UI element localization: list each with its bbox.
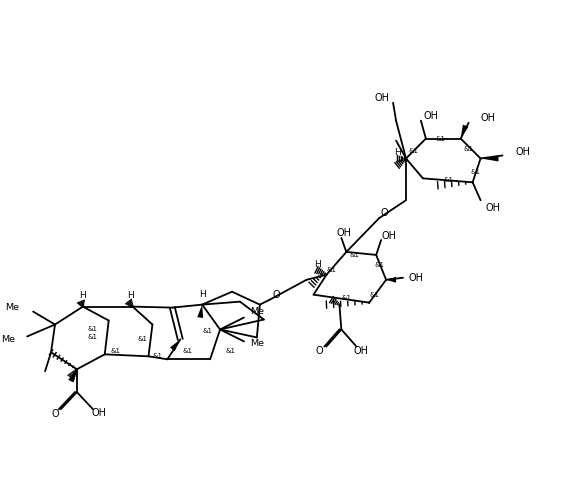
Text: H: H	[127, 291, 134, 300]
Text: &1: &1	[327, 267, 336, 273]
Text: O: O	[51, 409, 59, 419]
Polygon shape	[386, 277, 396, 283]
Polygon shape	[461, 125, 468, 139]
Text: OH: OH	[486, 203, 500, 213]
Text: OH: OH	[354, 347, 369, 357]
Text: &1: &1	[409, 148, 419, 153]
Text: &1: &1	[471, 169, 481, 175]
Text: OH: OH	[382, 231, 397, 241]
Text: &1: &1	[464, 145, 474, 152]
Text: &1: &1	[369, 292, 379, 298]
Text: &1: &1	[436, 136, 446, 141]
Text: Me: Me	[250, 307, 264, 316]
Polygon shape	[197, 304, 203, 318]
Polygon shape	[68, 369, 77, 382]
Text: &1: &1	[88, 326, 98, 333]
Text: &1: &1	[152, 353, 163, 359]
Polygon shape	[170, 339, 180, 351]
Text: OH: OH	[424, 111, 439, 121]
Text: &1: &1	[444, 177, 454, 184]
Text: OH: OH	[337, 228, 352, 238]
Text: OH: OH	[515, 148, 530, 157]
Text: O: O	[273, 290, 281, 300]
Text: O: O	[380, 208, 388, 218]
Text: H: H	[394, 148, 401, 157]
Text: Me: Me	[1, 335, 15, 344]
Text: O: O	[316, 347, 323, 357]
Text: OH: OH	[374, 93, 389, 103]
Text: Me: Me	[5, 303, 19, 312]
Polygon shape	[481, 155, 499, 162]
Text: &1: &1	[88, 335, 98, 340]
Text: &1: &1	[349, 252, 360, 258]
Text: &1: &1	[202, 328, 212, 335]
Text: &1: &1	[225, 348, 235, 354]
Text: OH: OH	[409, 273, 424, 283]
Text: OH: OH	[91, 408, 107, 418]
Text: &1: &1	[374, 262, 384, 268]
Text: H: H	[79, 291, 86, 300]
Text: &1: &1	[137, 337, 148, 342]
Text: &1: &1	[111, 348, 120, 354]
Text: &1: &1	[182, 348, 192, 354]
Text: OH: OH	[481, 113, 496, 123]
Text: H: H	[314, 261, 321, 269]
Text: Me: Me	[250, 339, 264, 348]
Text: H: H	[199, 290, 206, 299]
Text: &1: &1	[342, 294, 351, 301]
